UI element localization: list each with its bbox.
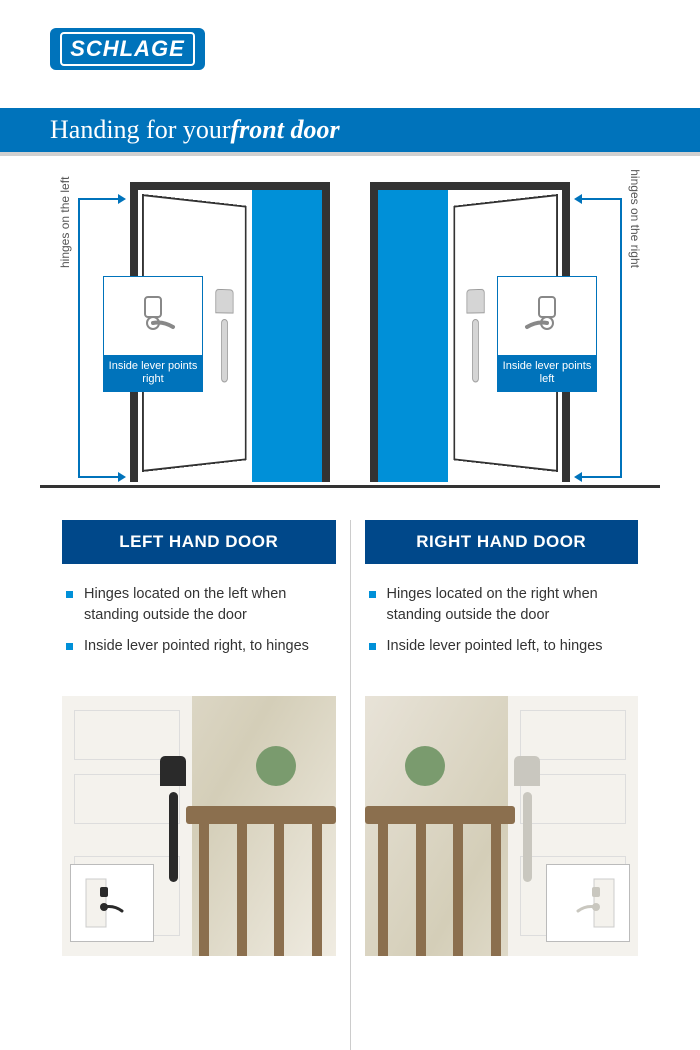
lever-right-icon xyxy=(104,277,202,355)
table-icon xyxy=(365,806,515,956)
title-emphasis: front door xyxy=(231,115,340,145)
brand-logo-text: SCHLAGE xyxy=(60,32,195,66)
right-photo xyxy=(365,696,639,956)
list-item: Inside lever pointed left, to hinges xyxy=(365,636,639,657)
right-lever-caption: Inside lever points left xyxy=(498,355,596,391)
left-column-header: LEFT HAND DOOR xyxy=(62,520,336,564)
left-photo-inset xyxy=(70,864,154,942)
left-photo xyxy=(62,696,336,956)
handleset-dark-icon xyxy=(160,756,186,882)
list-item: Hinges located on the right when standin… xyxy=(365,584,639,626)
right-door-handleset-icon xyxy=(466,289,484,392)
left-lever-caption: Inside lever points right xyxy=(104,355,202,391)
floor-line xyxy=(40,485,660,488)
right-bullets: Hinges located on the right when standin… xyxy=(365,584,639,674)
handleset-nickel-icon xyxy=(514,756,540,882)
title-prefix: Handing for your xyxy=(50,115,231,145)
right-column: RIGHT HAND DOOR Hinges located on the ri… xyxy=(351,520,653,1050)
columns: LEFT HAND DOOR Hinges located on the lef… xyxy=(48,520,652,1050)
hinge-label-left: hinges on the left xyxy=(58,177,72,268)
left-door-opening xyxy=(252,190,322,482)
left-door-handleset-icon xyxy=(215,289,233,392)
left-lever-callout: Inside lever points right xyxy=(103,276,203,392)
plant-icon xyxy=(405,746,445,786)
hinge-label-right: hinges on the right xyxy=(628,169,642,268)
right-door-opening xyxy=(378,190,448,482)
right-lever-callout: Inside lever points left xyxy=(497,276,597,392)
title-bar: Handing for your front door xyxy=(0,108,700,156)
brand-logo: SCHLAGE xyxy=(50,28,205,70)
right-photo-inset xyxy=(546,864,630,942)
left-bullets: Hinges located on the left when standing… xyxy=(62,584,336,674)
left-column: LEFT HAND DOOR Hinges located on the lef… xyxy=(48,520,350,1050)
table-icon xyxy=(186,806,336,956)
right-column-header: RIGHT HAND DOOR xyxy=(365,520,639,564)
list-item: Hinges located on the left when standing… xyxy=(62,584,336,626)
door-diagram: hinges on the left Inside lever points r… xyxy=(0,168,700,508)
list-item: Inside lever pointed right, to hinges xyxy=(62,636,336,657)
lever-left-icon xyxy=(498,277,596,355)
plant-icon xyxy=(256,746,296,786)
